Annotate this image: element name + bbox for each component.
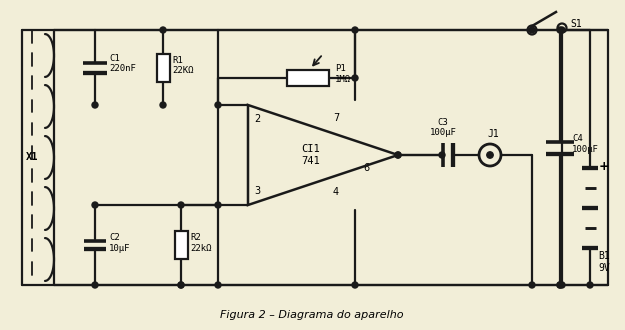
- Circle shape: [487, 152, 493, 158]
- Text: 7: 7: [333, 113, 339, 123]
- Bar: [287, 70, 329, 86]
- Text: R1
22KΩ: R1 22KΩ: [172, 56, 194, 75]
- Text: 4: 4: [333, 187, 339, 197]
- Text: S1: S1: [570, 19, 582, 29]
- Circle shape: [529, 27, 535, 33]
- Circle shape: [587, 282, 593, 288]
- Circle shape: [92, 282, 98, 288]
- Circle shape: [529, 282, 535, 288]
- Circle shape: [352, 282, 358, 288]
- Text: R2
22kΩ: R2 22kΩ: [190, 233, 211, 253]
- Circle shape: [178, 202, 184, 208]
- Circle shape: [557, 27, 563, 33]
- Circle shape: [215, 202, 221, 208]
- Text: C2
10μF: C2 10μF: [109, 233, 131, 253]
- Circle shape: [215, 282, 221, 288]
- Circle shape: [559, 27, 565, 33]
- Text: +: +: [599, 159, 609, 173]
- Circle shape: [352, 75, 358, 81]
- Text: C1
220nF: C1 220nF: [109, 54, 136, 73]
- Circle shape: [160, 27, 166, 33]
- Circle shape: [178, 282, 184, 288]
- Circle shape: [439, 152, 445, 158]
- Circle shape: [352, 27, 358, 33]
- Text: Figura 2 – Diagrama do aparelho: Figura 2 – Diagrama do aparelho: [220, 310, 404, 320]
- Text: 6: 6: [363, 163, 369, 173]
- Circle shape: [160, 102, 166, 108]
- Circle shape: [92, 102, 98, 108]
- Text: CI1
741: CI1 741: [302, 144, 321, 166]
- Text: B1
9V: B1 9V: [598, 251, 610, 273]
- Circle shape: [559, 282, 565, 288]
- Text: J1: J1: [487, 129, 499, 139]
- Circle shape: [92, 202, 98, 208]
- Circle shape: [178, 282, 184, 288]
- Text: X1: X1: [26, 152, 39, 162]
- Text: C4
100μF: C4 100μF: [572, 134, 599, 154]
- Circle shape: [557, 282, 563, 288]
- Text: 3: 3: [254, 186, 260, 196]
- Bar: [156, 53, 169, 82]
- Bar: [174, 231, 188, 259]
- Text: P1
1MΩ: P1 1MΩ: [335, 64, 351, 84]
- Circle shape: [395, 152, 401, 158]
- Text: C3
100μF: C3 100μF: [429, 117, 456, 137]
- Text: 2: 2: [254, 114, 260, 124]
- Circle shape: [395, 152, 401, 158]
- Circle shape: [215, 102, 221, 108]
- Circle shape: [557, 282, 563, 288]
